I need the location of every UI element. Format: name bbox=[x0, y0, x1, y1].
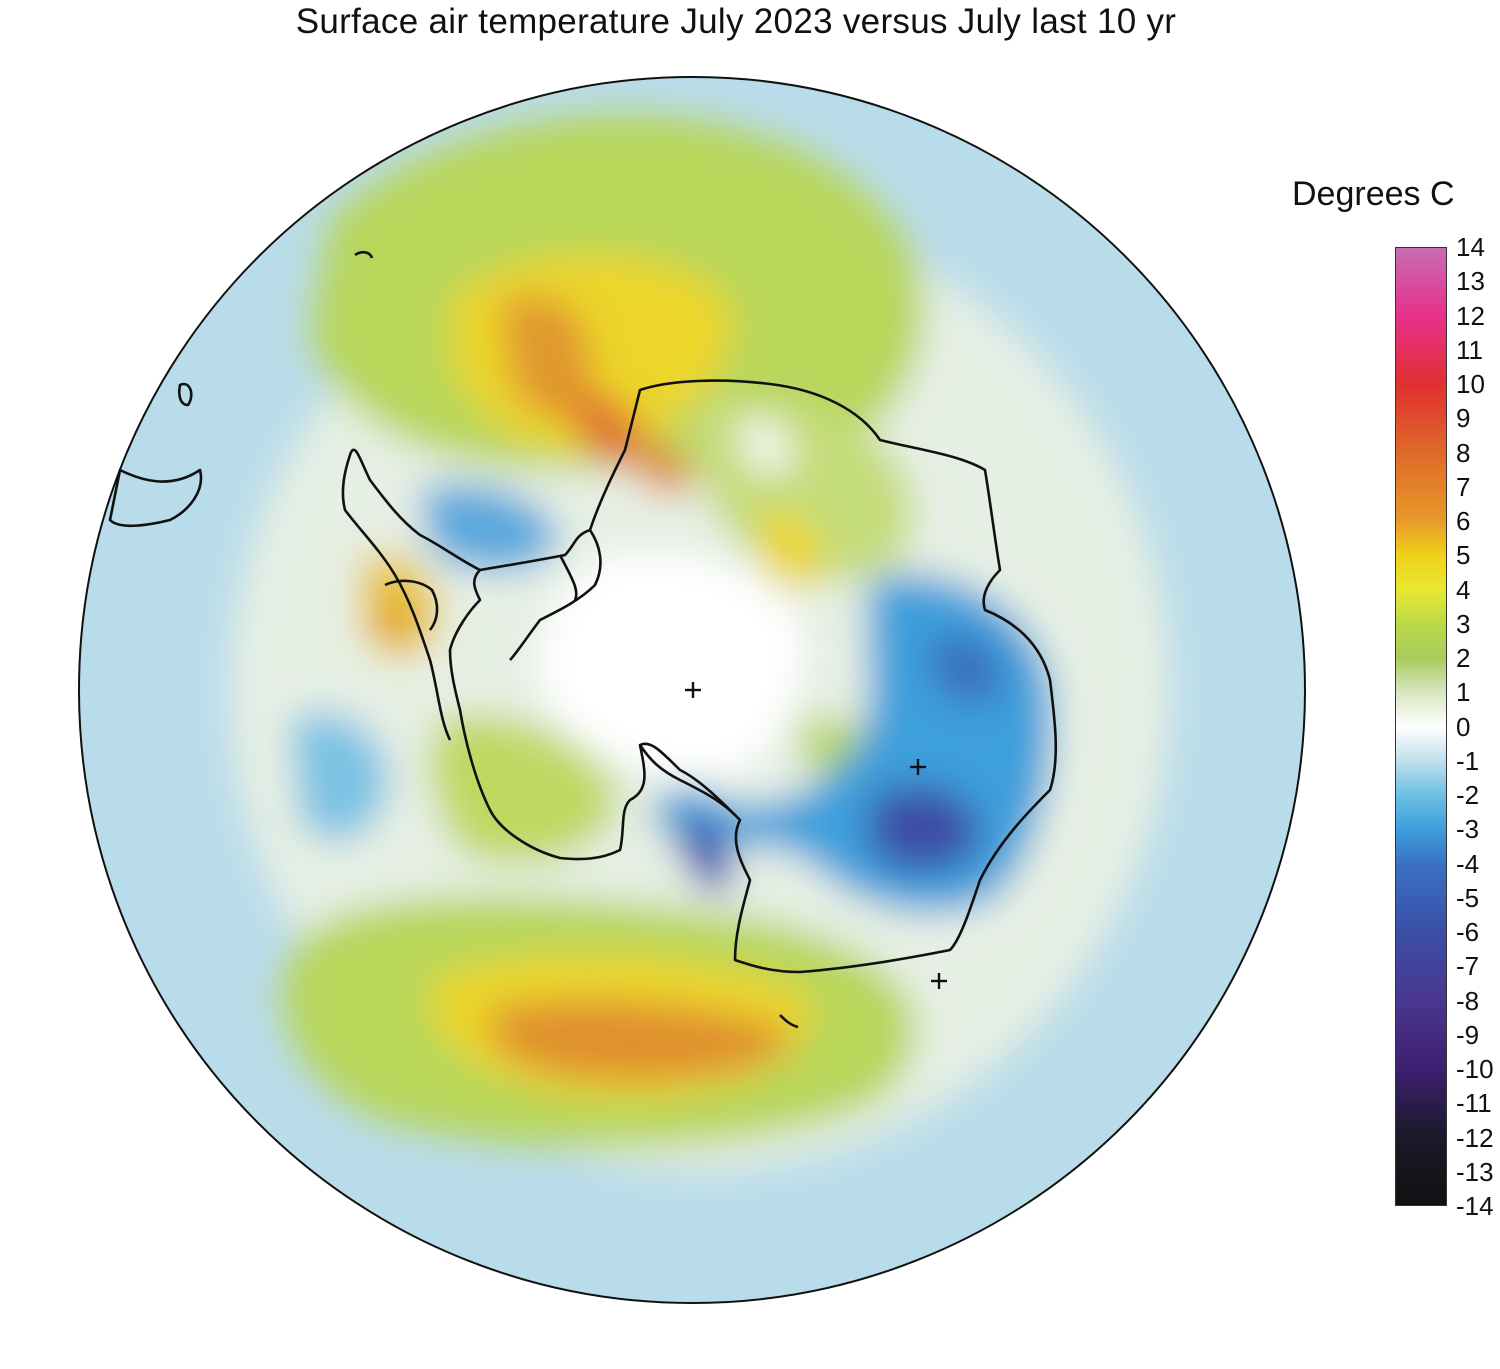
colorbar-tick-label: 1 bbox=[1456, 677, 1471, 708]
colorbar-tick-label: -13 bbox=[1456, 1156, 1494, 1187]
coastline bbox=[108, 250, 1058, 1029]
colorbar-tick-label: 13 bbox=[1456, 266, 1485, 297]
colorbar-tick-label: -11 bbox=[1456, 1088, 1492, 1119]
temperature-field bbox=[79, 77, 1305, 1303]
colorbar-tick-label: -12 bbox=[1456, 1122, 1494, 1153]
colorbar-tick-label: -1 bbox=[1456, 745, 1480, 776]
colorbar-tick-label: -10 bbox=[1456, 1054, 1494, 1084]
marker-3 bbox=[931, 973, 947, 989]
colorbar-tick-label: 14 bbox=[1456, 232, 1485, 262]
pole-marker bbox=[685, 682, 701, 698]
colorbar-tick-label: 6 bbox=[1456, 506, 1471, 536]
colorbar bbox=[1395, 247, 1447, 1206]
colorbar-tick-label: 5 bbox=[1456, 540, 1471, 571]
map-boundary bbox=[78, 76, 1306, 1304]
colorbar-tick-label: 2 bbox=[1456, 643, 1471, 673]
colorbar-tick-label: -6 bbox=[1456, 917, 1480, 947]
colorbar-tick-label: 0 bbox=[1456, 711, 1471, 742]
polar-map bbox=[78, 76, 1306, 1304]
colorbar-tick-label: -7 bbox=[1456, 951, 1480, 982]
colorbar-tick-label: 12 bbox=[1456, 300, 1485, 331]
colorbar-tick-label: -2 bbox=[1456, 780, 1480, 810]
legend-title: Degrees C bbox=[1292, 175, 1455, 213]
colorbar-tick-label: -14 bbox=[1456, 1191, 1494, 1221]
colorbar-tick-label: 8 bbox=[1456, 437, 1471, 468]
marker-2 bbox=[910, 759, 926, 775]
colorbar-tick-label: -3 bbox=[1456, 814, 1480, 845]
map-title: Surface air temperature July 2023 versus… bbox=[295, 2, 1177, 41]
grid-markers bbox=[685, 682, 947, 989]
colorbar-tick-label: 11 bbox=[1456, 334, 1483, 365]
colorbar-tick-label: -8 bbox=[1456, 985, 1480, 1016]
colorbar-tick-label: 9 bbox=[1456, 403, 1471, 434]
colorbar-tick-label: 10 bbox=[1456, 369, 1485, 399]
colorbar-tick-label: 4 bbox=[1456, 574, 1471, 605]
colorbar-tick-label: -5 bbox=[1456, 882, 1480, 913]
colorbar-tick-label: -9 bbox=[1456, 1019, 1480, 1050]
colorbar-tick-label: 3 bbox=[1456, 608, 1471, 639]
colorbar-tick-label: -4 bbox=[1456, 848, 1480, 879]
colorbar-tick-label: 7 bbox=[1456, 471, 1471, 502]
